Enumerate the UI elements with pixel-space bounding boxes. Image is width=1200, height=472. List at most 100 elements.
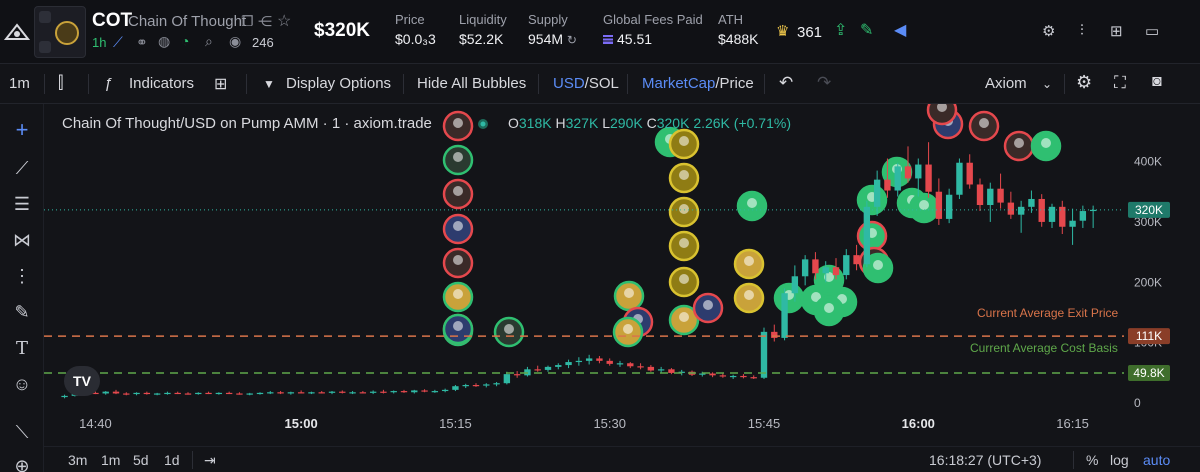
crosshair-icon[interactable]: + [15, 117, 29, 142]
price-chart[interactable]: 0100K200K300K400K320K111K49.8K 14:4015:0… [44, 104, 1200, 446]
add-panel-icon[interactable]: ⊞ [1110, 23, 1123, 40]
candle-body [184, 393, 192, 395]
candle-body [1048, 206, 1056, 222]
text-icon[interactable]: T [15, 337, 28, 359]
log-toggle[interactable]: log [1110, 452, 1129, 468]
candle-body [750, 377, 757, 379]
candle-body [441, 389, 449, 392]
exit-price-label: Current Average Exit Price [977, 306, 1119, 320]
currency-toggle[interactable]: USD/SOL [553, 75, 619, 92]
candle-body [349, 392, 356, 394]
indicators-icon[interactable]: ƒ [104, 75, 113, 92]
goto-date-icon[interactable]: ⇥ [204, 452, 216, 468]
window-icon[interactable]: ▭ [1145, 23, 1160, 40]
candle-body [565, 362, 572, 366]
ruler-icon[interactable]: ⟍ [15, 421, 29, 442]
token-name[interactable]: Chain Of Thought [128, 13, 247, 30]
undo-icon[interactable]: ↶ [779, 73, 794, 92]
divider [1073, 451, 1074, 469]
high-label: H [555, 115, 566, 131]
candle-body [328, 391, 336, 393]
trade-bubble-face [453, 289, 463, 299]
copy-icon[interactable]: ❐ [241, 13, 254, 29]
candle-type-icon[interactable]: ⫿ [58, 73, 64, 92]
axiom-logo-icon [4, 23, 30, 40]
brush-icon[interactable]: ✎ [14, 301, 30, 322]
home-button[interactable] [0, 0, 34, 64]
pump-icon[interactable]: ⟋ [113, 34, 123, 50]
share-icon[interactable]: ⋲ [258, 13, 272, 29]
exit-price-value: 111K [1136, 329, 1162, 343]
candle-body [339, 391, 346, 393]
y-tick-label: 200K [1134, 275, 1162, 289]
candle-body [729, 375, 737, 378]
x-tick-label: 14:40 [79, 416, 112, 431]
pattern-icon[interactable]: ⋈ [13, 229, 31, 250]
candle-body [123, 393, 130, 395]
trade-bubble-face [747, 198, 757, 208]
hide-bubbles-button[interactable]: Hide All Bubbles [417, 75, 527, 92]
token-symbol: COT [92, 10, 133, 31]
link-icon[interactable]: ⚭ [136, 34, 148, 50]
stat-label: Price [395, 12, 425, 27]
interval-button[interactable]: 1m [9, 75, 30, 92]
metric-toggle[interactable]: MarketCap/Price [642, 75, 754, 92]
dropdown-icon[interactable]: ▼ [263, 77, 275, 91]
fib-lines-icon[interactable]: ☰ [13, 193, 31, 214]
candle-body [246, 393, 253, 395]
price-axis[interactable]: 0100K200K300K400K320K111K49.8K [1128, 155, 1170, 411]
candle-body [987, 188, 994, 206]
token-age: 1h [92, 35, 107, 50]
candle-body [1079, 211, 1087, 221]
pin-icon[interactable]: ✎ [860, 22, 874, 39]
globe-icon[interactable]: ◍ [158, 33, 171, 49]
trade-bubble-face [744, 290, 754, 300]
metric-marketcap: MarketCap [642, 75, 716, 92]
range-3m[interactable]: 3m [68, 452, 88, 468]
percent-toggle[interactable]: % [1086, 452, 1099, 468]
emoji-icon[interactable]: ☺ [12, 373, 32, 394]
refresh-icon[interactable]: ↻ [566, 33, 577, 47]
trend-line-icon[interactable]: ⟋ [15, 157, 29, 178]
zoom-icon[interactable]: ⊕ [14, 455, 30, 472]
change-value: 2.26K (+0.71%) [693, 115, 791, 131]
candle-body [534, 369, 541, 371]
time-axis[interactable]: 14:40 15:00 15:15 15:30 15:45 16:00 16:15 [79, 416, 1089, 431]
hide-icon [39, 41, 51, 53]
close-value: 320K [656, 115, 690, 131]
range-5d[interactable]: 5d [133, 452, 149, 468]
candle-body [1089, 209, 1097, 212]
high-value: 327K [565, 115, 599, 131]
candle-body [904, 166, 912, 179]
candle-body [164, 392, 171, 395]
projection-icon[interactable]: ⋮ [13, 265, 31, 286]
divider [192, 451, 193, 469]
redo-icon[interactable]: ↷ [817, 73, 832, 92]
stat-value: $52.2K [459, 31, 504, 47]
candle-body [606, 360, 613, 364]
layouts-icon[interactable]: ⊞ [214, 76, 228, 93]
display-options-button[interactable]: Display Options [286, 75, 392, 92]
camera-icon[interactable]: ◙ [1152, 73, 1162, 90]
star-icon[interactable]: ☆ [277, 13, 292, 30]
candle-body [976, 184, 984, 206]
chart-settings-icon[interactable]: ⚙ [1076, 72, 1093, 92]
range-1d[interactable]: 1d [164, 452, 180, 468]
pie-icon[interactable]: ◔ [181, 33, 190, 49]
search-icon[interactable]: ⌕ [205, 33, 213, 49]
upload-icon[interactable]: ⇪ [834, 22, 848, 39]
megaphone-icon[interactable]: ◀ [894, 22, 907, 39]
token-image[interactable] [34, 6, 86, 58]
chevron-down-icon[interactable]: ⌄ [1042, 77, 1053, 91]
range-1m[interactable]: 1m [101, 452, 121, 468]
auto-toggle[interactable]: auto [1143, 452, 1171, 468]
source-select[interactable]: Axiom [985, 75, 1027, 92]
trade-bubble-face [453, 321, 463, 331]
token-avatar [55, 21, 79, 45]
candle-body [112, 391, 120, 394]
tradingview-logo[interactable]: TV [64, 366, 100, 396]
fullscreen-icon[interactable]: ⛶ [1114, 73, 1126, 92]
settings-icon[interactable]: ⚙ [1042, 23, 1056, 40]
chart-layout-icon[interactable]: ⫶ [1080, 22, 1084, 39]
indicators-button[interactable]: Indicators [129, 75, 195, 92]
